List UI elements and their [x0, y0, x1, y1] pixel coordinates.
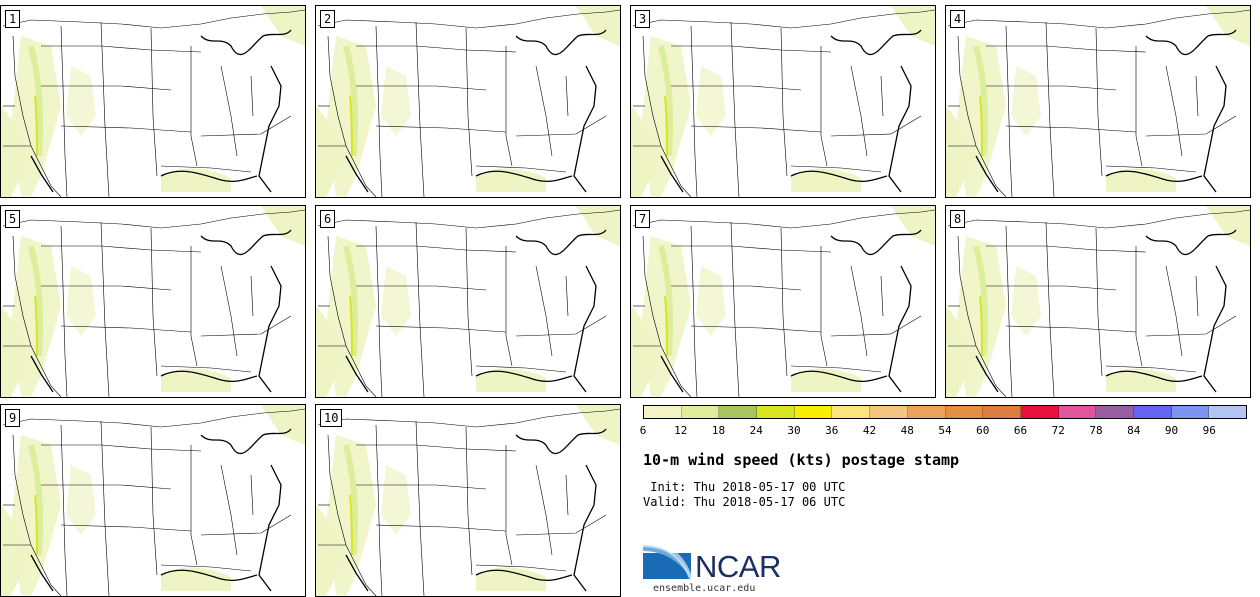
usa-map-icon — [631, 6, 935, 197]
stamp-number-label: 5 — [5, 210, 21, 228]
colorbar-segment — [1209, 406, 1246, 418]
plot-title: 10-m wind speed (kts) postage stamp — [643, 451, 960, 469]
colorbar-segment — [870, 406, 908, 418]
stamp-number-label: 8 — [950, 210, 966, 228]
colorbar-segment — [983, 406, 1021, 418]
usa-map-icon — [946, 6, 1250, 197]
time-info: Init: Thu 2018-05-17 00 UTC Valid: Thu 20… — [643, 480, 845, 510]
usa-map-icon — [1, 405, 305, 596]
colorbar-tick-label: 12 — [674, 424, 688, 437]
ncar-logo-text: NCAR — [695, 549, 781, 584]
colorbar-tick-label: 84 — [1127, 424, 1141, 437]
stamp-number-label: 2 — [320, 10, 336, 28]
postage-stamp-map: 3 — [630, 5, 936, 198]
postage-stamp-map: 7 — [630, 205, 936, 398]
valid-time: Valid: Thu 2018-05-17 06 UTC — [643, 495, 846, 509]
colorbar-segment — [1171, 406, 1210, 418]
colorbar-tick-label: 60 — [976, 424, 990, 437]
init-time: Init: Thu 2018-05-17 00 UTC — [643, 480, 846, 494]
stamp-number-label: 9 — [5, 409, 21, 427]
colorbar-tick-label: 36 — [825, 424, 839, 437]
colorbar-segment — [644, 406, 682, 418]
usa-map-icon — [946, 206, 1250, 397]
colorbar-segment — [1058, 406, 1097, 418]
colorbar-tick-label: 96 — [1202, 424, 1216, 437]
colorbar-ticks: 6 12 18 24 30 36 42 48 54 60 66 72 78 84 90 96 — [639, 424, 1247, 438]
colorbar-segment — [681, 406, 720, 418]
colorbar-tick-label: 90 — [1164, 424, 1179, 437]
colorbar-tick-label: 42 — [862, 424, 877, 437]
ncar-logo-icon — [643, 541, 693, 579]
colorbar-segment — [945, 406, 984, 418]
postage-stamp-map: 6 — [315, 205, 621, 398]
colorbar-tick-label: 66 — [1013, 424, 1028, 437]
stamp-number-label: 3 — [635, 10, 651, 28]
colorbar-tick-label: 54 — [938, 424, 952, 437]
colorbar-segment — [757, 406, 795, 418]
colorbar-segment — [719, 406, 758, 418]
usa-map-icon — [1, 206, 305, 397]
colorbar-segment — [907, 406, 946, 418]
colorbar-tick-label: 30 — [787, 424, 801, 437]
colorbar-segment — [794, 406, 833, 418]
stamp-number-label: 10 — [320, 409, 343, 427]
wind-speed-colorbar — [643, 405, 1247, 419]
usa-map-icon — [316, 6, 620, 197]
stamp-number-label: 6 — [320, 210, 336, 228]
postage-stamp-map: 10 — [315, 404, 621, 597]
colorbar-segment — [832, 406, 871, 418]
site-url: ensemble.ucar.edu — [653, 583, 756, 594]
usa-map-icon — [1, 6, 305, 197]
colorbar-segment — [1020, 406, 1059, 418]
postage-stamp-map: 8 — [945, 205, 1251, 398]
colorbar-tick-label: 48 — [900, 424, 914, 437]
colorbar-tick-label: 6 — [639, 424, 647, 437]
colorbar-segment — [1096, 406, 1134, 418]
colorbar-segment — [1133, 406, 1172, 418]
usa-map-icon — [316, 405, 620, 596]
stamp-number-label: 7 — [635, 210, 651, 228]
colorbar-tick-label: 18 — [711, 424, 726, 437]
stamp-number-label: 4 — [950, 10, 966, 28]
postage-stamp-map: 1 — [0, 5, 306, 198]
colorbar-tick-label: 24 — [749, 424, 763, 437]
usa-map-icon — [316, 206, 620, 397]
postage-stamp-map: 2 — [315, 5, 621, 198]
colorbar-tick-label: 78 — [1089, 424, 1103, 437]
usa-map-icon — [631, 206, 935, 397]
postage-stamp-map: 9 — [0, 404, 306, 597]
colorbar-tick-label: 72 — [1051, 424, 1065, 437]
stamp-number-label: 1 — [5, 10, 21, 28]
postage-stamp-map: 4 — [945, 5, 1251, 198]
postage-stamp-map: 5 — [0, 205, 306, 398]
